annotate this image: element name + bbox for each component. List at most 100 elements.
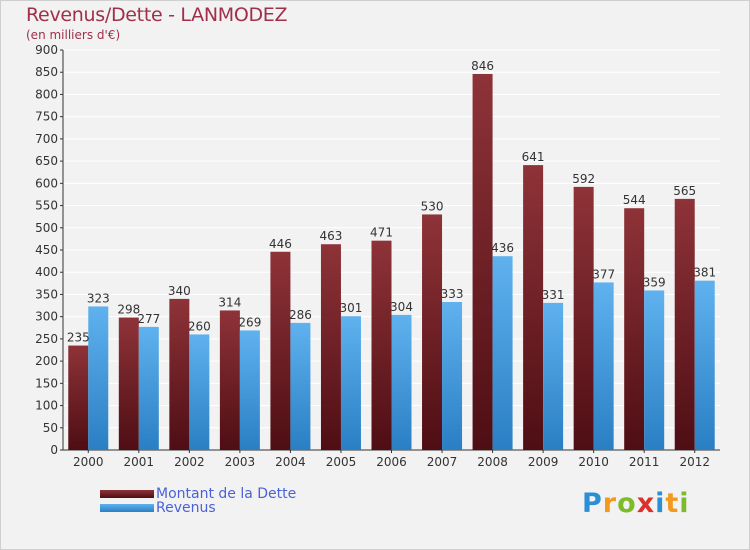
dette-bar [320,244,341,450]
x-tick-label: 2001 [124,455,155,469]
dette-value-label: 592 [572,172,595,186]
revenus-value-label: 260 [188,319,211,333]
y-tick-label: 750 [35,110,58,124]
dette-bar [422,214,443,450]
dette-bar [523,165,544,450]
y-tick-label: 50 [43,421,58,435]
y-tick-label: 150 [35,376,58,390]
revenus-value-label: 301 [340,301,363,315]
y-tick-label: 800 [35,87,58,101]
revenus-value-label: 277 [137,312,160,326]
bars [68,74,715,450]
logo-letter: x [636,488,656,519]
x-tick-label: 2005 [326,455,357,469]
logo-letter: r [602,488,618,519]
revenus-bar [189,334,210,450]
x-tick-label: 2000 [73,455,104,469]
dette-value-label: 235 [67,331,90,345]
dette-bar [118,317,139,450]
dette-bar [624,208,645,450]
revenus-value-label: 323 [87,291,110,305]
dette-bar [573,186,594,450]
bar-chart: 0 50 100 150 200 250 300 350 400 450 500 550 600 650 7… [35,43,720,469]
y-tick-label: 600 [35,176,58,190]
dette-value-label: 298 [117,303,140,317]
y-tick-label: 200 [35,354,58,368]
y-tick-label: 900 [35,43,58,57]
dette-value-label: 565 [673,184,696,198]
legend-swatch-dette [100,490,154,498]
revenus-value-label: 381 [693,266,716,280]
revenus-value-label: 377 [592,267,615,281]
revenus-value-label: 286 [289,308,312,322]
revenus-value-label: 269 [238,315,261,329]
revenus-value-label: 304 [390,300,413,314]
dette-value-label: 446 [269,237,292,251]
revenus-bar [492,256,513,450]
chart-title: Revenus/Dette - LANMODEZ [26,4,288,26]
y-tick-label: 850 [35,65,58,79]
revenus-value-label: 333 [441,287,464,301]
y-tick-label: 250 [35,332,58,346]
revenus-bar [543,302,564,450]
revenus-bar [290,322,311,450]
y-tick-label: 0 [50,443,58,457]
y-tick-label: 550 [35,199,58,213]
revenus-value-label: 359 [643,275,666,289]
legend-label-revenus: Revenus [156,500,216,516]
y-tick-label: 700 [35,132,58,146]
x-tick-label: 2010 [578,455,609,469]
logo-letter: P [582,488,603,519]
x-tick-label: 2003 [225,455,256,469]
x-tick-label: 2012 [679,455,710,469]
y-tick-label: 100 [35,399,58,413]
y-tick-label: 400 [35,265,58,279]
revenus-value-label: 436 [491,241,514,255]
x-tick-label: 2007 [427,455,458,469]
revenus-bar [239,330,260,450]
y-tick-label: 350 [35,287,58,301]
dette-value-label: 340 [168,284,191,298]
legend-label-dette: Montant de la Dette [156,486,297,502]
y-tick-label: 300 [35,310,58,324]
revenus-bar [644,290,665,450]
dette-value-label: 463 [320,229,343,243]
x-tick-label: 2004 [275,455,306,469]
legend-swatch-revenus [100,504,154,512]
revenus-bar [442,302,463,450]
y-tick-label: 500 [35,221,58,235]
dette-bar [68,345,89,450]
x-tick-label: 2002 [174,455,205,469]
revenus-value-label: 331 [542,288,565,302]
x-tick-label: 2009 [528,455,559,469]
axes: 0 50 100 150 200 250 300 350 400 450 500 550 600 650 7… [35,43,720,469]
revenus-bar [391,314,412,450]
y-tick-label: 450 [35,243,58,257]
dette-value-label: 544 [623,193,646,207]
dette-value-label: 530 [421,199,444,213]
dette-bar [371,240,392,450]
logo-letter: t [665,488,680,519]
dette-bar [674,198,695,450]
dette-bar [270,251,291,450]
legend-item-dette: Montant de la Dette [100,486,296,502]
x-tick-label: 2011 [629,455,660,469]
revenus-bar [340,316,361,450]
logo-letter: i [655,488,666,519]
legend-item-revenus: Revenus [100,500,216,516]
dette-bar [219,310,240,450]
dette-bar [472,74,493,450]
x-tick-label: 2008 [477,455,508,469]
dette-bar [169,298,190,450]
dette-value-label: 314 [218,295,241,309]
proxiti-logo: Proxiti [582,488,690,519]
dette-value-label: 471 [370,226,393,240]
logo-letter: o [617,488,637,519]
dette-value-label: 846 [471,59,494,73]
chart-subtitle: (en milliers d'€) [26,28,121,42]
revenus-bar [88,306,109,450]
logo-letter: i [679,488,690,519]
revenus-bar [694,280,715,450]
x-tick-label: 2006 [376,455,407,469]
dette-value-label: 641 [522,150,545,164]
